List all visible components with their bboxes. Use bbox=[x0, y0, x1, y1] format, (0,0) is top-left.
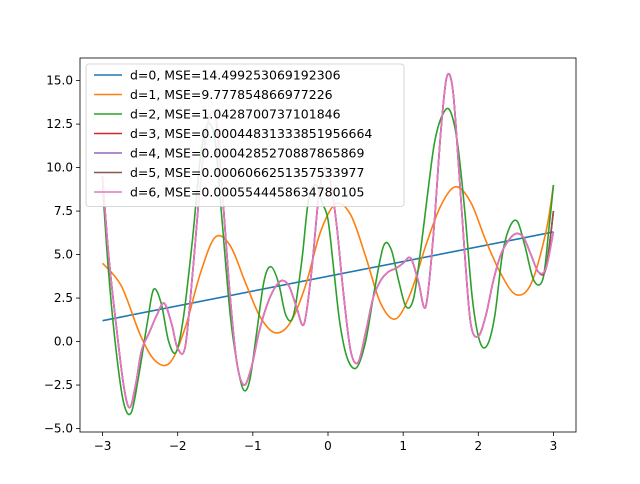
legend-label-d6: d=6, MSE=0.0005544458634780105 bbox=[130, 185, 364, 200]
x-tick-label: −3 bbox=[94, 439, 112, 453]
y-tick-label: 12.5 bbox=[46, 117, 73, 131]
legend-label-d0: d=0, MSE=14.499253069192306 bbox=[130, 68, 341, 83]
x-tick-label: −1 bbox=[244, 439, 262, 453]
y-tick-label: −5.0 bbox=[44, 422, 73, 436]
x-tick-label: 2 bbox=[474, 439, 482, 453]
x-tick-label: 1 bbox=[399, 439, 407, 453]
legend-label-d5: d=5, MSE=0.0006066251357533977 bbox=[130, 165, 364, 180]
x-tick-label: −2 bbox=[169, 439, 187, 453]
legend-label-d2: d=2, MSE=1.0428700737101846 bbox=[130, 107, 341, 122]
axes-layer: −3 −2 −1 0 1 2 3 −5.0 −2.5 0.0 2.5 5.0 7.5 10.0 12.5 15… bbox=[44, 57, 577, 453]
y-tick-label: 5.0 bbox=[54, 248, 73, 262]
legend-label-d3: d=3, MSE=0.00044831333851956664 bbox=[130, 126, 372, 141]
x-tick-label: 3 bbox=[550, 439, 558, 453]
y-tick-label: 0.0 bbox=[54, 335, 73, 349]
y-tick-label: 10.0 bbox=[46, 161, 73, 175]
series-line-d0 bbox=[102, 231, 554, 322]
legend-label-d1: d=1, MSE=9.777854866977226 bbox=[130, 87, 333, 102]
series-line-d1 bbox=[101, 184, 555, 367]
y-tick-label: 15.0 bbox=[46, 74, 73, 88]
legend-box bbox=[85, 63, 405, 207]
y-tick-label: 7.5 bbox=[54, 204, 73, 218]
y-tick-label: 2.5 bbox=[54, 291, 73, 305]
legend-label-d4: d=4, MSE=0.0004285270887865869 bbox=[130, 146, 364, 161]
y-tick-label: −2.5 bbox=[44, 378, 73, 392]
x-tick-label: 0 bbox=[324, 439, 332, 453]
legend-layer: d=0, MSE=14.499253069192306 d=1, MSE=9.77… bbox=[85, 63, 405, 207]
